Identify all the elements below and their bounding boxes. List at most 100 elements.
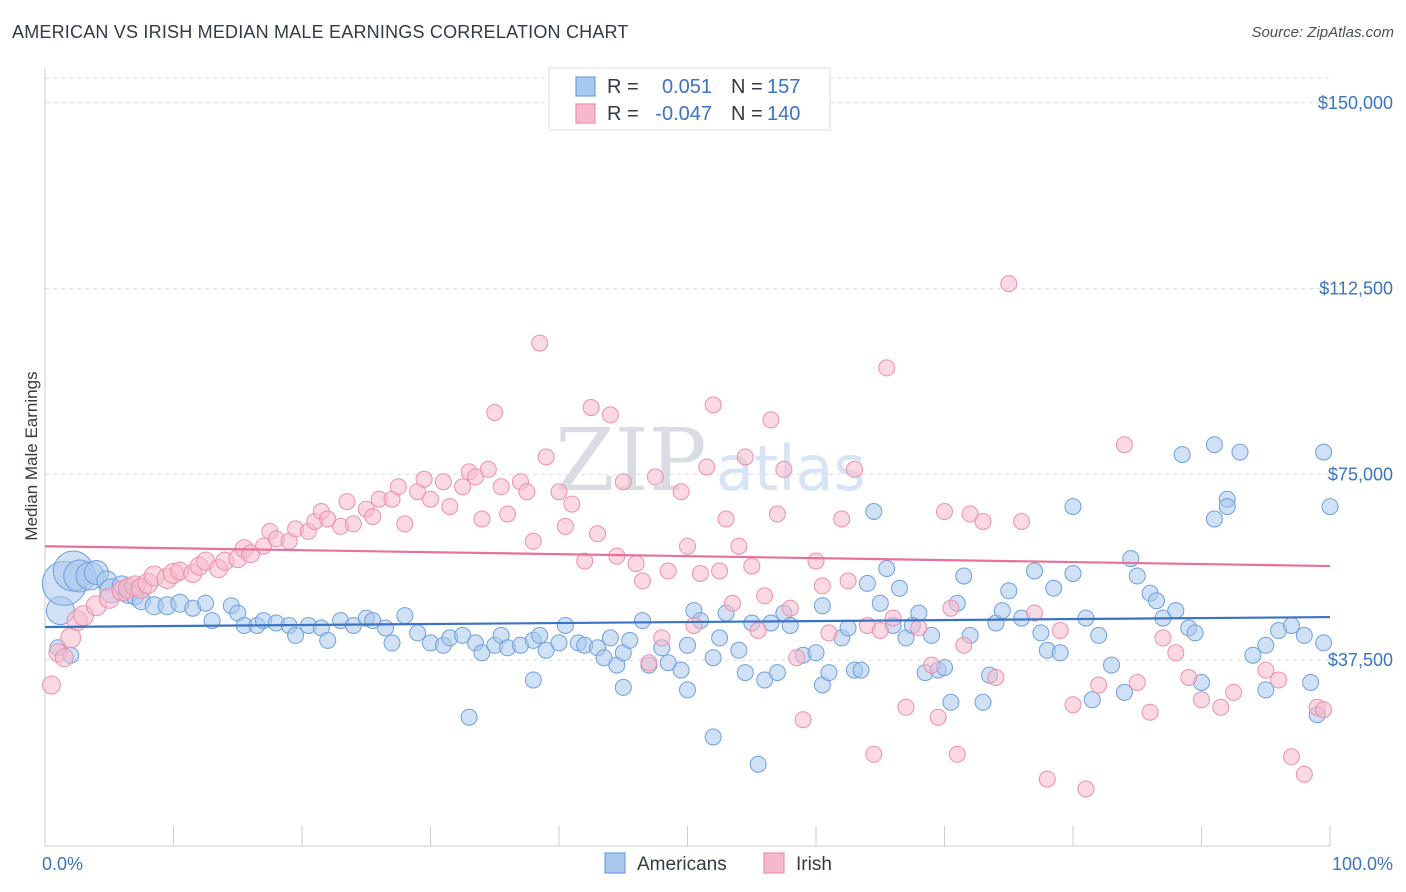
point-americans bbox=[768, 664, 786, 682]
point-irish bbox=[1038, 770, 1056, 788]
point-irish bbox=[1064, 696, 1082, 714]
point-irish bbox=[1077, 780, 1095, 798]
point-irish bbox=[717, 510, 735, 528]
point-irish bbox=[724, 594, 741, 612]
top-legend: R = 0.051 N = 157 R = -0.047 N = 140 bbox=[548, 67, 831, 131]
point-irish bbox=[910, 619, 928, 637]
point-americans bbox=[781, 617, 799, 634]
point-americans bbox=[865, 503, 883, 520]
point-irish bbox=[781, 599, 799, 617]
point-americans bbox=[1205, 436, 1223, 454]
point-irish bbox=[929, 708, 947, 726]
point-irish bbox=[653, 629, 671, 647]
point-americans bbox=[1045, 579, 1063, 597]
point-irish bbox=[1154, 629, 1172, 647]
point-irish bbox=[640, 654, 658, 672]
point-irish bbox=[1090, 676, 1108, 694]
point-americans bbox=[377, 619, 394, 637]
point-americans bbox=[871, 594, 889, 612]
y-tick-label: $112,500 bbox=[1319, 279, 1393, 299]
point-irish bbox=[736, 448, 754, 466]
point-irish bbox=[1225, 683, 1243, 701]
point-irish bbox=[730, 537, 748, 555]
point-americans bbox=[1257, 636, 1275, 654]
axes: $37,500 $75,000 $112,500 $150,000 0.0% 100.0% bbox=[42, 68, 1393, 874]
point-americans bbox=[1186, 624, 1204, 642]
point-americans bbox=[955, 567, 973, 585]
point-americans bbox=[396, 607, 414, 625]
point-americans bbox=[704, 728, 722, 746]
y-tick-label: $37,500 bbox=[1328, 650, 1393, 670]
point-irish bbox=[486, 404, 504, 421]
point-americans bbox=[762, 614, 780, 632]
point-irish bbox=[974, 513, 992, 530]
point-americans bbox=[1244, 646, 1262, 664]
point-americans bbox=[1083, 691, 1101, 709]
point-irish bbox=[492, 478, 510, 496]
point-americans bbox=[891, 579, 908, 597]
point-irish bbox=[743, 557, 761, 575]
point-americans bbox=[287, 626, 305, 644]
point-irish bbox=[704, 396, 722, 414]
point-americans bbox=[473, 644, 491, 662]
point-americans bbox=[1173, 446, 1191, 464]
point-americans bbox=[1315, 634, 1333, 652]
point-irish bbox=[1051, 622, 1069, 639]
legend-swatch-americans bbox=[575, 76, 596, 97]
source-label: Source: ZipAtlas.com bbox=[1251, 24, 1394, 41]
point-americans bbox=[1295, 626, 1313, 644]
point-irish bbox=[923, 656, 941, 674]
point-americans bbox=[1128, 567, 1146, 585]
point-americans bbox=[409, 624, 427, 642]
bottom-legend-swatch-americans bbox=[604, 852, 626, 874]
point-irish bbox=[1212, 698, 1230, 716]
point-irish bbox=[961, 505, 979, 523]
point-irish bbox=[1180, 669, 1198, 686]
point-irish bbox=[794, 711, 812, 729]
point-americans bbox=[614, 678, 632, 696]
point-irish bbox=[582, 399, 600, 416]
point-irish bbox=[563, 495, 581, 513]
legend-n-label-americans: N = bbox=[731, 76, 763, 98]
point-americans bbox=[1064, 498, 1082, 516]
point-irish bbox=[479, 460, 497, 478]
point-irish bbox=[1193, 691, 1210, 709]
point-americans bbox=[711, 629, 729, 647]
point-americans bbox=[974, 693, 992, 711]
point-irish bbox=[344, 515, 362, 533]
point-americans bbox=[942, 693, 960, 711]
point-americans bbox=[1302, 674, 1320, 691]
point-irish bbox=[955, 636, 973, 654]
point-irish bbox=[839, 572, 857, 590]
x-tick-label-max: 100.0% bbox=[1332, 854, 1393, 874]
point-americans bbox=[730, 641, 748, 659]
point-americans bbox=[659, 654, 677, 672]
y-tick-label: $75,000 bbox=[1328, 464, 1393, 484]
point-americans bbox=[878, 560, 896, 577]
point-irish bbox=[396, 515, 414, 533]
point-americans bbox=[736, 664, 754, 682]
point-irish bbox=[646, 468, 664, 486]
point-americans bbox=[1103, 656, 1120, 674]
point-irish bbox=[942, 599, 960, 617]
point-americans bbox=[319, 631, 337, 649]
point-irish bbox=[749, 622, 767, 639]
point-irish bbox=[871, 622, 889, 639]
point-irish bbox=[422, 490, 439, 508]
point-irish bbox=[319, 510, 337, 528]
point-americans bbox=[621, 631, 639, 649]
y-axis-label: Median Male Earnings bbox=[22, 371, 41, 540]
y-tick-label: $150,000 bbox=[1318, 93, 1393, 113]
point-americans bbox=[1315, 443, 1333, 461]
point-americans bbox=[1090, 626, 1108, 644]
point-americans bbox=[1231, 443, 1249, 461]
point-americans bbox=[820, 664, 838, 682]
point-americans bbox=[531, 626, 549, 644]
point-irish bbox=[897, 698, 915, 716]
point-irish bbox=[987, 669, 1005, 686]
point-irish bbox=[499, 505, 517, 523]
point-americans bbox=[1148, 592, 1165, 610]
point-irish bbox=[614, 473, 632, 491]
point-irish bbox=[672, 483, 690, 501]
point-irish bbox=[550, 483, 568, 501]
